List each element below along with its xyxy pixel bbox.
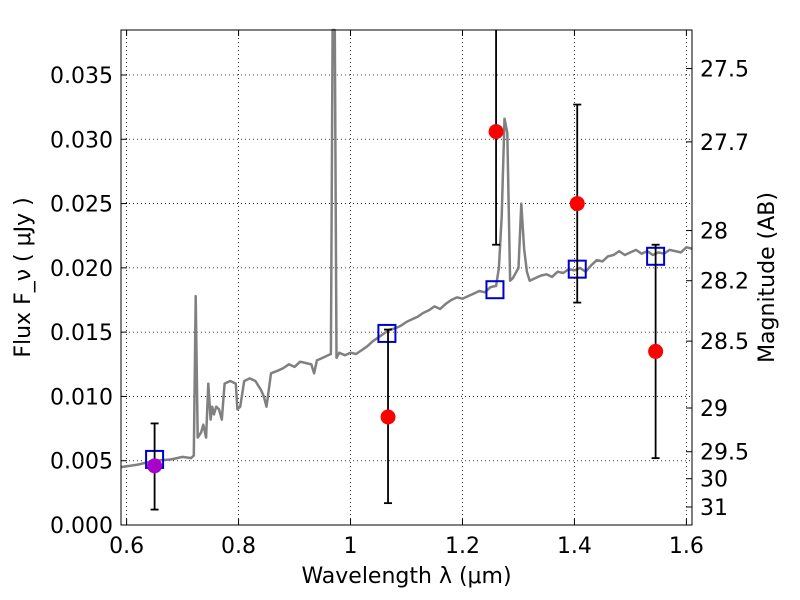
x-tick-label: 1.2 (445, 534, 480, 559)
model-photometry-square (485, 280, 505, 300)
x-tick-label: 0.6 (109, 534, 144, 559)
x-tick-label: 0.8 (221, 534, 256, 559)
y2-tick-label: 29.5 (700, 441, 749, 466)
y2-tick-label: 28.2 (700, 270, 749, 295)
y-tick-label: 0.010 (50, 385, 113, 410)
y-tick-label: 0.030 (50, 128, 113, 153)
observed-flux-point (488, 124, 504, 140)
plot-area (120, 28, 693, 511)
y-tick-label: 0.015 (50, 321, 113, 346)
x-axis-label: Wavelength λ (μm) (301, 564, 511, 589)
y2-tick-label: 29 (700, 397, 728, 422)
x-tick-label: 1.6 (669, 534, 704, 559)
y-tick-label: 0.035 (50, 64, 113, 89)
y-tick-label: 0.005 (50, 450, 113, 475)
model-spectrum-line (120, 28, 693, 469)
y-tick-label: 0.020 (50, 257, 113, 282)
observed-flux-point (380, 409, 396, 425)
axis-ticks: 0.6 0.8 1 1.2 1.4 1.6 0.000 0.005 0.010 0.015 0.02… (50, 30, 749, 559)
y2-tick-label: 31 (700, 496, 728, 521)
y2-axis-label: Magnitude (AB) (755, 192, 780, 363)
y-tick-label: 0.000 (50, 514, 113, 539)
y-axis-label: Flux F_ν ( μJy ) (11, 197, 36, 357)
model-photometry-square (377, 323, 397, 343)
x-tick-label: 1.4 (557, 534, 592, 559)
y2-tick-label: 28.5 (700, 330, 749, 355)
observed-flux-point (648, 343, 664, 359)
plot-frame (120, 29, 693, 526)
observed-flux-point (569, 196, 585, 212)
x-tick-label: 1 (344, 534, 358, 559)
y2-tick-label: 27.5 (700, 58, 749, 83)
y2-tick-label: 28 (700, 220, 728, 245)
y2-tick-label: 27.7 (700, 131, 749, 156)
y-tick-label: 0.025 (50, 193, 113, 218)
observed-flux-point (147, 458, 163, 474)
grid-lines (121, 30, 692, 525)
y2-tick-label: 30 (700, 468, 728, 493)
